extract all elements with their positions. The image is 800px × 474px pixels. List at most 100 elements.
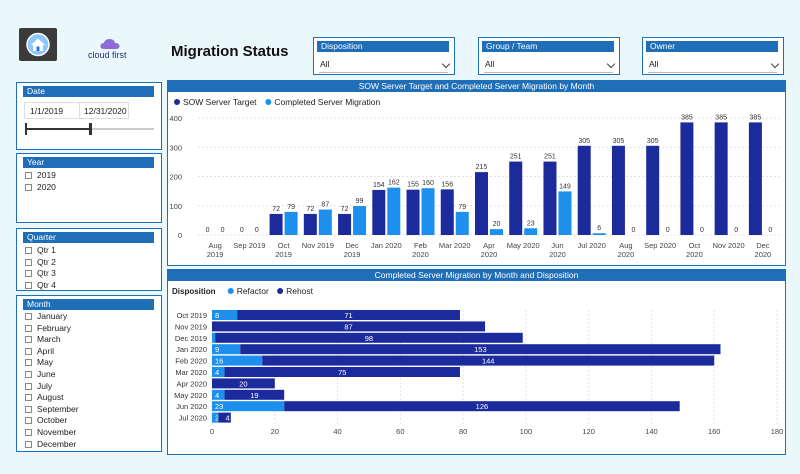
target-bar[interactable] bbox=[611, 145, 625, 235]
month-option-march[interactable]: March bbox=[21, 334, 161, 346]
quarter-option-qtr-3[interactable]: Qtr 3 bbox=[21, 268, 161, 280]
group-team-filter[interactable]: Group / Team All bbox=[478, 37, 620, 75]
x-tick-label: Apr 2020 bbox=[481, 241, 498, 259]
completed-bar[interactable] bbox=[592, 233, 606, 235]
rehost-bar[interactable] bbox=[212, 321, 486, 332]
disposition-filter[interactable]: Disposition All bbox=[313, 37, 455, 75]
group-team-select[interactable]: All bbox=[484, 56, 613, 73]
target-bar[interactable] bbox=[680, 122, 694, 235]
slider-start-handle[interactable] bbox=[25, 123, 27, 135]
target-bar[interactable] bbox=[509, 161, 523, 235]
disposition-filter-label: Disposition bbox=[317, 41, 449, 52]
month-option-september[interactable]: September bbox=[21, 404, 161, 416]
data-label: 0 bbox=[666, 227, 670, 234]
target-bar[interactable] bbox=[303, 213, 317, 235]
completed-bar[interactable] bbox=[318, 209, 332, 235]
completed-bar[interactable] bbox=[490, 229, 503, 235]
month-option-april[interactable]: April bbox=[21, 346, 161, 358]
year-option-2019[interactable]: 2019 bbox=[21, 170, 161, 182]
checkbox-icon[interactable] bbox=[25, 324, 32, 332]
checkbox-icon[interactable] bbox=[25, 172, 32, 179]
owner-select[interactable]: All bbox=[648, 56, 777, 73]
rehost-bar[interactable] bbox=[262, 355, 715, 366]
checkbox-icon[interactable] bbox=[25, 394, 32, 402]
rehost-bar[interactable] bbox=[224, 367, 460, 377]
data-label: 87 bbox=[321, 202, 329, 209]
quarter-option-qtr-1[interactable]: Qtr 1 bbox=[21, 245, 161, 257]
checkbox-icon[interactable] bbox=[25, 183, 32, 191]
completed-bar[interactable] bbox=[353, 206, 367, 235]
completed-bar[interactable] bbox=[421, 188, 435, 235]
month-option-may[interactable]: May bbox=[21, 357, 161, 369]
target-bar[interactable] bbox=[338, 213, 352, 235]
target-bar[interactable] bbox=[543, 161, 557, 235]
rehost-bar[interactable] bbox=[224, 389, 285, 400]
refactor-bar[interactable] bbox=[212, 355, 263, 366]
date-range-slider[interactable] bbox=[25, 123, 154, 135]
checkbox-icon[interactable] bbox=[25, 405, 32, 413]
checkbox-icon[interactable] bbox=[25, 336, 32, 344]
checkbox-icon[interactable] bbox=[25, 281, 32, 289]
checkbox-icon[interactable] bbox=[25, 428, 32, 436]
rehost-bar[interactable] bbox=[284, 401, 680, 412]
year-option-2020[interactable]: 2020 bbox=[21, 182, 161, 194]
target-bar[interactable] bbox=[748, 122, 762, 235]
target-bar[interactable] bbox=[475, 172, 488, 235]
date-end-input[interactable]: 12/31/2020 bbox=[79, 102, 129, 119]
checkbox-icon[interactable] bbox=[25, 370, 32, 378]
target-bar[interactable] bbox=[440, 189, 454, 235]
owner-filter[interactable]: Owner All bbox=[642, 37, 784, 75]
completed-bar[interactable] bbox=[284, 211, 298, 235]
data-label: 20 bbox=[239, 379, 247, 388]
checkbox-icon[interactable] bbox=[25, 359, 32, 367]
quarter-option-qtr-4[interactable]: Qtr 4 bbox=[21, 280, 161, 292]
rehost-bar[interactable] bbox=[212, 378, 275, 389]
refactor-bar[interactable] bbox=[212, 310, 238, 320]
quarter-slicer: Quarter Qtr 1 Qtr 2 Qtr 3 Qtr 4 bbox=[16, 228, 162, 291]
checkbox-icon[interactable] bbox=[25, 247, 32, 254]
checkbox-icon[interactable] bbox=[25, 440, 32, 448]
completed-bar[interactable] bbox=[455, 211, 469, 235]
target-bar[interactable] bbox=[269, 213, 283, 235]
refactor-bar[interactable] bbox=[212, 389, 225, 400]
refactor-bar[interactable] bbox=[212, 332, 216, 343]
month-option-june[interactable]: June bbox=[21, 369, 161, 381]
quarter-option-qtr-2[interactable]: Qtr 2 bbox=[21, 257, 161, 269]
month-option-january[interactable]: January bbox=[21, 311, 161, 323]
month-option-august[interactable]: August bbox=[21, 392, 161, 404]
month-option-july[interactable]: July bbox=[21, 381, 161, 393]
rehost-bar[interactable] bbox=[237, 310, 460, 320]
x-tick-label: 140 bbox=[645, 427, 658, 436]
month-option-november[interactable]: November bbox=[21, 427, 161, 439]
rehost-bar[interactable] bbox=[215, 332, 523, 343]
refactor-bar[interactable] bbox=[212, 367, 225, 377]
checkbox-icon[interactable] bbox=[25, 382, 32, 390]
slider-end-handle[interactable] bbox=[89, 123, 92, 135]
month-option-december[interactable]: December bbox=[21, 439, 161, 451]
month-option-february[interactable]: February bbox=[21, 323, 161, 335]
rehost-bar[interactable] bbox=[218, 412, 231, 423]
target-bar[interactable] bbox=[714, 122, 728, 235]
target-bar[interactable] bbox=[577, 145, 591, 235]
checkbox-icon[interactable] bbox=[25, 270, 32, 278]
home-button[interactable] bbox=[19, 28, 57, 61]
rehost-bar[interactable] bbox=[240, 344, 721, 355]
refactor-bar[interactable] bbox=[212, 344, 241, 355]
refactor-bar[interactable] bbox=[212, 401, 285, 412]
checkbox-icon[interactable] bbox=[25, 417, 32, 425]
month-option-october[interactable]: October bbox=[21, 415, 161, 427]
completed-bar[interactable] bbox=[524, 228, 538, 235]
owner-filter-label: Owner bbox=[646, 41, 778, 52]
completed-bar[interactable] bbox=[558, 191, 572, 235]
checkbox-icon[interactable] bbox=[25, 347, 32, 355]
disposition-select[interactable]: All bbox=[319, 56, 448, 73]
target-bar[interactable] bbox=[372, 189, 386, 235]
x-tick-label: Jun 2020 bbox=[549, 241, 566, 259]
checkbox-icon[interactable] bbox=[25, 313, 32, 320]
target-bar[interactable] bbox=[646, 145, 660, 235]
checkbox-icon[interactable] bbox=[25, 258, 32, 266]
completed-bar[interactable] bbox=[387, 187, 401, 235]
refactor-bar[interactable] bbox=[212, 412, 219, 423]
target-bar[interactable] bbox=[406, 189, 420, 235]
x-tick-label: Nov 2019 bbox=[302, 241, 334, 250]
